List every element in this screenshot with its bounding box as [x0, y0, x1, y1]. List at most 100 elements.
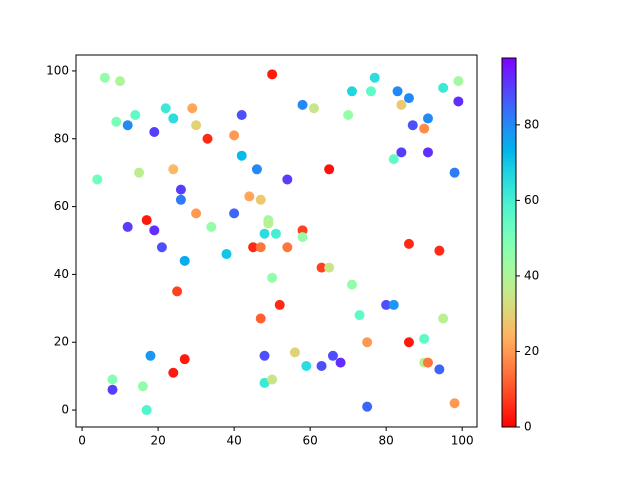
point: [179, 354, 190, 365]
point: [270, 228, 281, 239]
point: [236, 150, 247, 161]
plot-frame: [75, 54, 478, 428]
point: [206, 221, 217, 232]
point: [130, 110, 141, 121]
point: [392, 86, 403, 97]
point: [365, 86, 376, 97]
point: [251, 164, 262, 175]
point: [434, 364, 445, 375]
point: [236, 110, 247, 121]
point: [308, 103, 319, 114]
point: [259, 377, 270, 388]
colorbar-tick-label: 60: [524, 193, 539, 207]
point: [168, 164, 179, 175]
point: [419, 123, 430, 134]
point: [122, 120, 133, 131]
point: [141, 215, 152, 226]
point: [191, 120, 202, 131]
point: [324, 164, 335, 175]
y-tick-label: 20: [54, 335, 69, 349]
point: [107, 374, 118, 385]
colorbar-tick-label: 40: [524, 268, 539, 282]
point: [229, 130, 240, 141]
point: [362, 401, 373, 412]
point: [438, 82, 449, 93]
colorbar-tick-label: 0: [524, 420, 532, 434]
x-tick-label: 0: [78, 434, 86, 448]
point: [134, 167, 145, 178]
point: [438, 313, 449, 324]
point: [422, 147, 433, 158]
point: [187, 103, 198, 114]
y-tick-label: 100: [46, 63, 69, 77]
point: [282, 242, 293, 253]
point: [422, 113, 433, 124]
point: [346, 86, 357, 97]
point: [111, 116, 122, 127]
point: [289, 347, 300, 358]
point: [449, 398, 460, 409]
point: [259, 350, 270, 361]
point: [388, 154, 399, 165]
point: [388, 299, 399, 310]
y-tick-label: 0: [61, 403, 69, 417]
point: [396, 99, 407, 110]
point: [354, 310, 365, 321]
point: [274, 299, 285, 310]
point: [267, 69, 278, 80]
point: [149, 126, 160, 137]
point: [316, 262, 327, 273]
point: [149, 225, 160, 236]
x-tick-label: 20: [150, 434, 165, 448]
y-tick-label: 60: [54, 199, 69, 213]
point: [381, 299, 392, 310]
point: [434, 245, 445, 256]
point: [346, 279, 357, 290]
point: [419, 333, 430, 344]
point: [327, 350, 338, 361]
y-tick-label: 40: [54, 267, 69, 281]
point: [263, 218, 274, 229]
x-tick-label: 100: [451, 434, 474, 448]
y-tick-label: 80: [54, 131, 69, 145]
point: [335, 357, 346, 368]
point: [160, 103, 171, 114]
colorbar-tick-label: 80: [524, 117, 539, 131]
point: [122, 221, 133, 232]
point: [362, 337, 373, 348]
point: [255, 194, 266, 205]
x-tick-label: 40: [226, 434, 241, 448]
point: [297, 99, 308, 110]
point: [145, 350, 156, 361]
point: [453, 76, 464, 87]
point: [396, 147, 407, 158]
point: [175, 184, 186, 195]
point: [255, 313, 266, 324]
point: [248, 242, 259, 253]
point: [191, 208, 202, 219]
point: [324, 262, 335, 273]
point: [449, 167, 460, 178]
point: [255, 242, 266, 253]
point: [156, 242, 167, 253]
point: [92, 174, 103, 185]
point: [453, 96, 464, 107]
point: [407, 120, 418, 131]
point: [422, 357, 433, 368]
point: [168, 113, 179, 124]
point: [301, 360, 312, 371]
point: [267, 272, 278, 283]
point: [179, 255, 190, 266]
point: [267, 374, 278, 385]
point: [244, 191, 255, 202]
point: [168, 367, 179, 378]
point: [403, 238, 414, 249]
x-tick-label: 60: [302, 434, 317, 448]
point: [137, 381, 148, 392]
point: [282, 174, 293, 185]
point: [403, 337, 414, 348]
point: [221, 249, 232, 260]
point: [403, 93, 414, 104]
point: [316, 360, 327, 371]
